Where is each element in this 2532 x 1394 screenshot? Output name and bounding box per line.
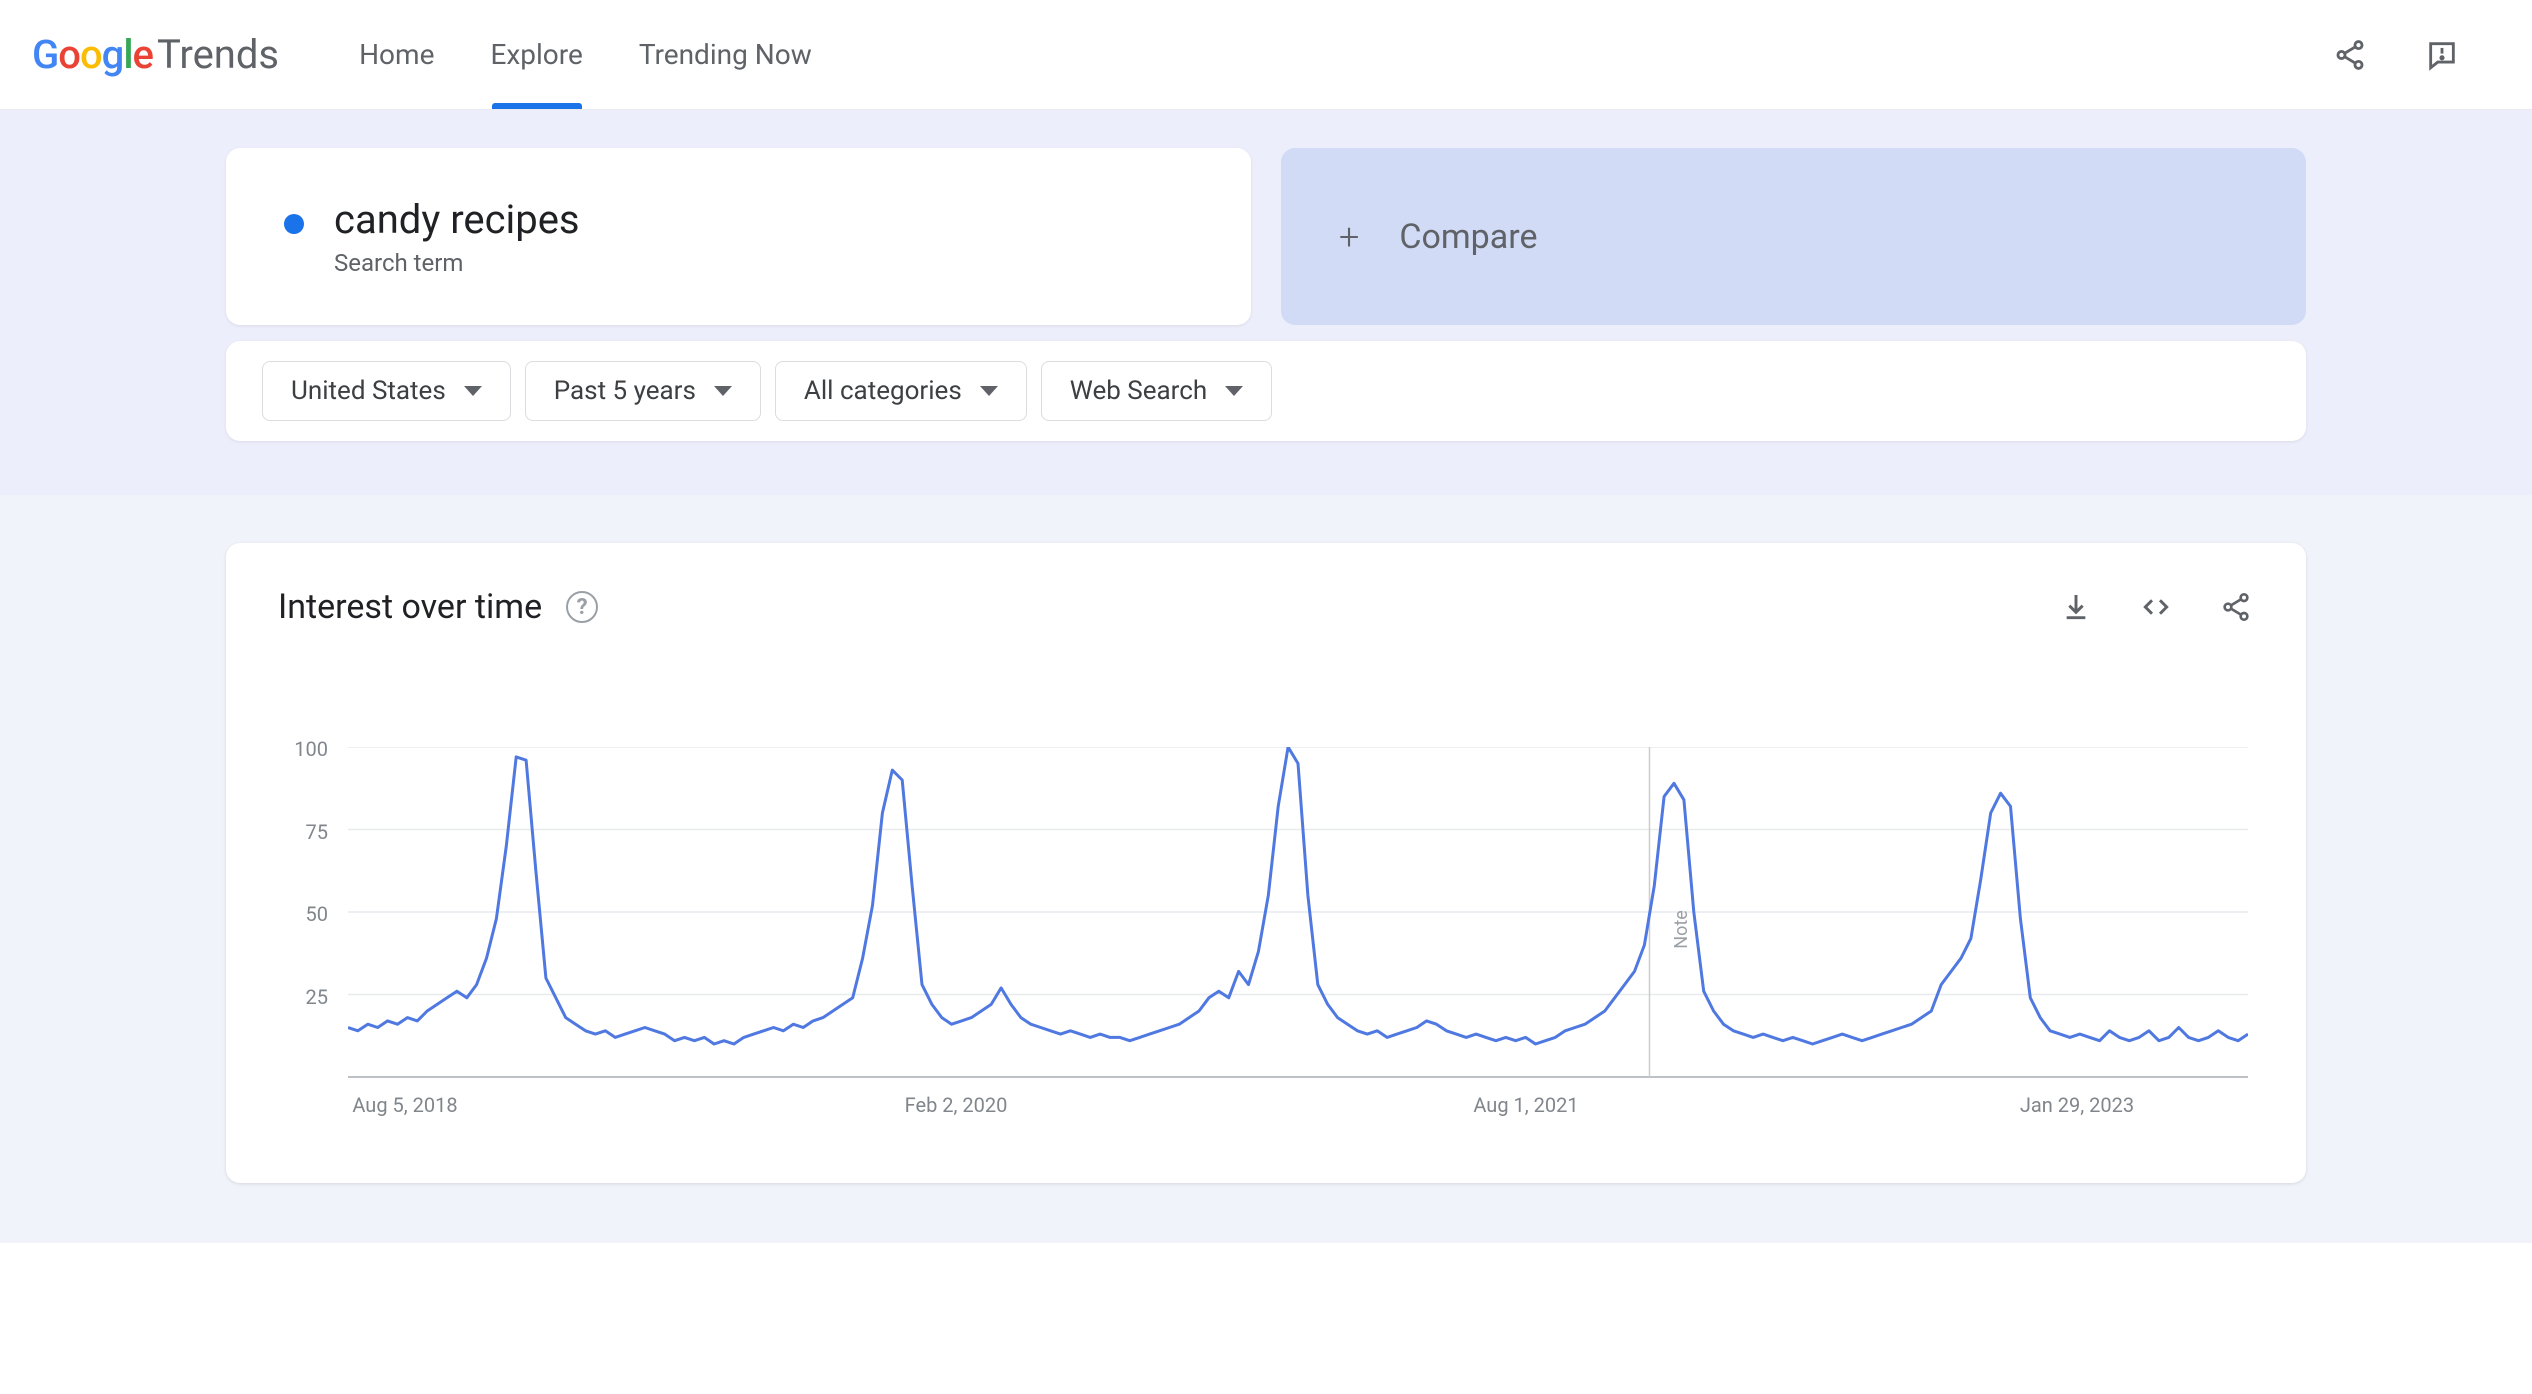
embed-icon[interactable]	[2138, 589, 2174, 625]
filter-united-states[interactable]: United States	[262, 361, 511, 421]
filter-past-5-years[interactable]: Past 5 years	[525, 361, 761, 421]
feedback-icon[interactable]	[2424, 37, 2460, 73]
y-axis-labels: 100755025	[278, 747, 338, 1077]
filter-web-search[interactable]: Web Search	[1041, 361, 1272, 421]
term-dot	[284, 214, 304, 234]
chevron-down-icon	[714, 386, 732, 396]
share-icon[interactable]	[2332, 37, 2368, 73]
logo[interactable]: Google Trends	[32, 31, 279, 78]
nav-tab-explore[interactable]: Explore	[490, 0, 582, 109]
chevron-down-icon	[1225, 386, 1243, 396]
chart-note-label: Note	[1670, 910, 1691, 949]
chart-plot: Note	[348, 747, 2248, 1077]
x-axis-labels: Aug 5, 2018 Feb 2, 2020 Aug 1, 2021 Jan 29,…	[348, 1093, 2248, 1123]
chart-card: Interest over time ?	[226, 543, 2306, 1183]
nav-tab-trending-now[interactable]: Trending Now	[639, 0, 812, 109]
chart-title: Interest over time	[278, 587, 542, 627]
x-axis-label: Jan 29, 2023	[2020, 1093, 2134, 1117]
x-axis-label: Aug 1, 2021	[1473, 1093, 1578, 1117]
compare-button[interactable]: + Compare	[1281, 148, 2306, 325]
logo-trends: Trends	[157, 31, 279, 78]
plus-icon: +	[1339, 216, 1359, 258]
chevron-down-icon	[980, 386, 998, 396]
chart-area: 100755025 Note	[278, 747, 2254, 1077]
term-title: candy recipes	[334, 196, 580, 243]
nav-tabs: Home Explore Trending Now	[359, 0, 812, 109]
filters-card: United States Past 5 years All categories W…	[226, 341, 2306, 441]
filter-label: Web Search	[1070, 376, 1207, 406]
help-icon[interactable]: ?	[566, 591, 598, 623]
term-subtitle: Search term	[334, 249, 580, 277]
x-axis-label: Feb 2, 2020	[905, 1093, 1008, 1117]
nav-tab-home[interactable]: Home	[359, 0, 434, 109]
x-axis-label: Aug 5, 2018	[352, 1093, 457, 1117]
filter-label: Past 5 years	[554, 376, 696, 406]
logo-google: Google	[32, 31, 153, 78]
download-icon[interactable]	[2058, 589, 2094, 625]
search-term-card[interactable]: candy recipes Search term	[226, 148, 1251, 325]
filter-label: All categories	[804, 376, 962, 406]
filter-all-categories[interactable]: All categories	[775, 361, 1027, 421]
filter-label: United States	[291, 376, 446, 406]
chevron-down-icon	[464, 386, 482, 396]
compare-label: Compare	[1399, 217, 1537, 257]
share-chart-icon[interactable]	[2218, 589, 2254, 625]
